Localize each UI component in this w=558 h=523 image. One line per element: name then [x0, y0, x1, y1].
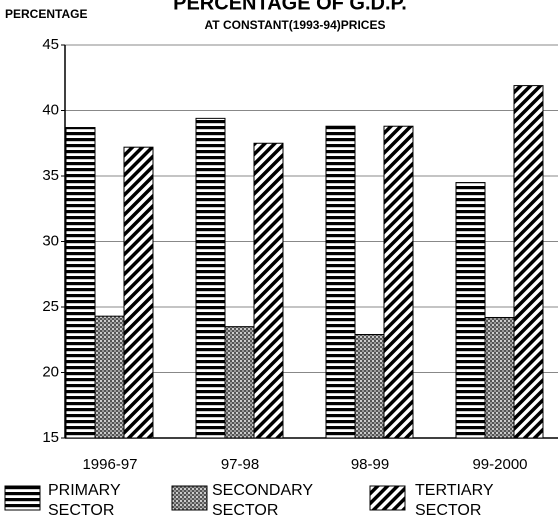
legend-label: PRIMARY SECTOR [48, 482, 121, 519]
y-tick-label: 45 [42, 36, 59, 53]
bar [65, 127, 96, 439]
bar [513, 85, 544, 439]
bar [94, 315, 125, 439]
y-axis-label: PERCENTAGE [5, 7, 87, 21]
bar [484, 316, 515, 439]
bar [455, 182, 486, 439]
x-tick-label: 97-98 [221, 456, 259, 473]
chart-subtitle: AT CONSTANT(1993-94)PRICES [205, 18, 386, 32]
bar [123, 146, 154, 439]
y-tick-label: 30 [42, 232, 59, 249]
legend-swatch [369, 485, 406, 511]
bar [325, 125, 356, 439]
bar [354, 334, 385, 439]
y-tick-label: 15 [42, 429, 59, 446]
x-tick-label: 98-99 [351, 456, 389, 473]
bar [195, 117, 226, 439]
bar [224, 326, 255, 439]
x-tick-label: 1996-97 [82, 456, 137, 473]
bar [383, 125, 414, 439]
y-tick-label: 25 [42, 298, 59, 315]
y-tick-label: 20 [42, 363, 59, 380]
y-tick-label: 35 [42, 167, 59, 184]
legend-label: SECONDARY SECTOR [212, 482, 313, 519]
y-tick-label: 40 [42, 101, 59, 118]
bar [253, 142, 284, 439]
legend-label: TERTIARY SECTOR [415, 482, 494, 519]
legend-swatch [4, 485, 41, 511]
chart-title: PERCENTAGE OF G.D.P. [173, 0, 407, 14]
x-tick-label: 99-2000 [472, 456, 527, 473]
legend-swatch [171, 485, 208, 511]
